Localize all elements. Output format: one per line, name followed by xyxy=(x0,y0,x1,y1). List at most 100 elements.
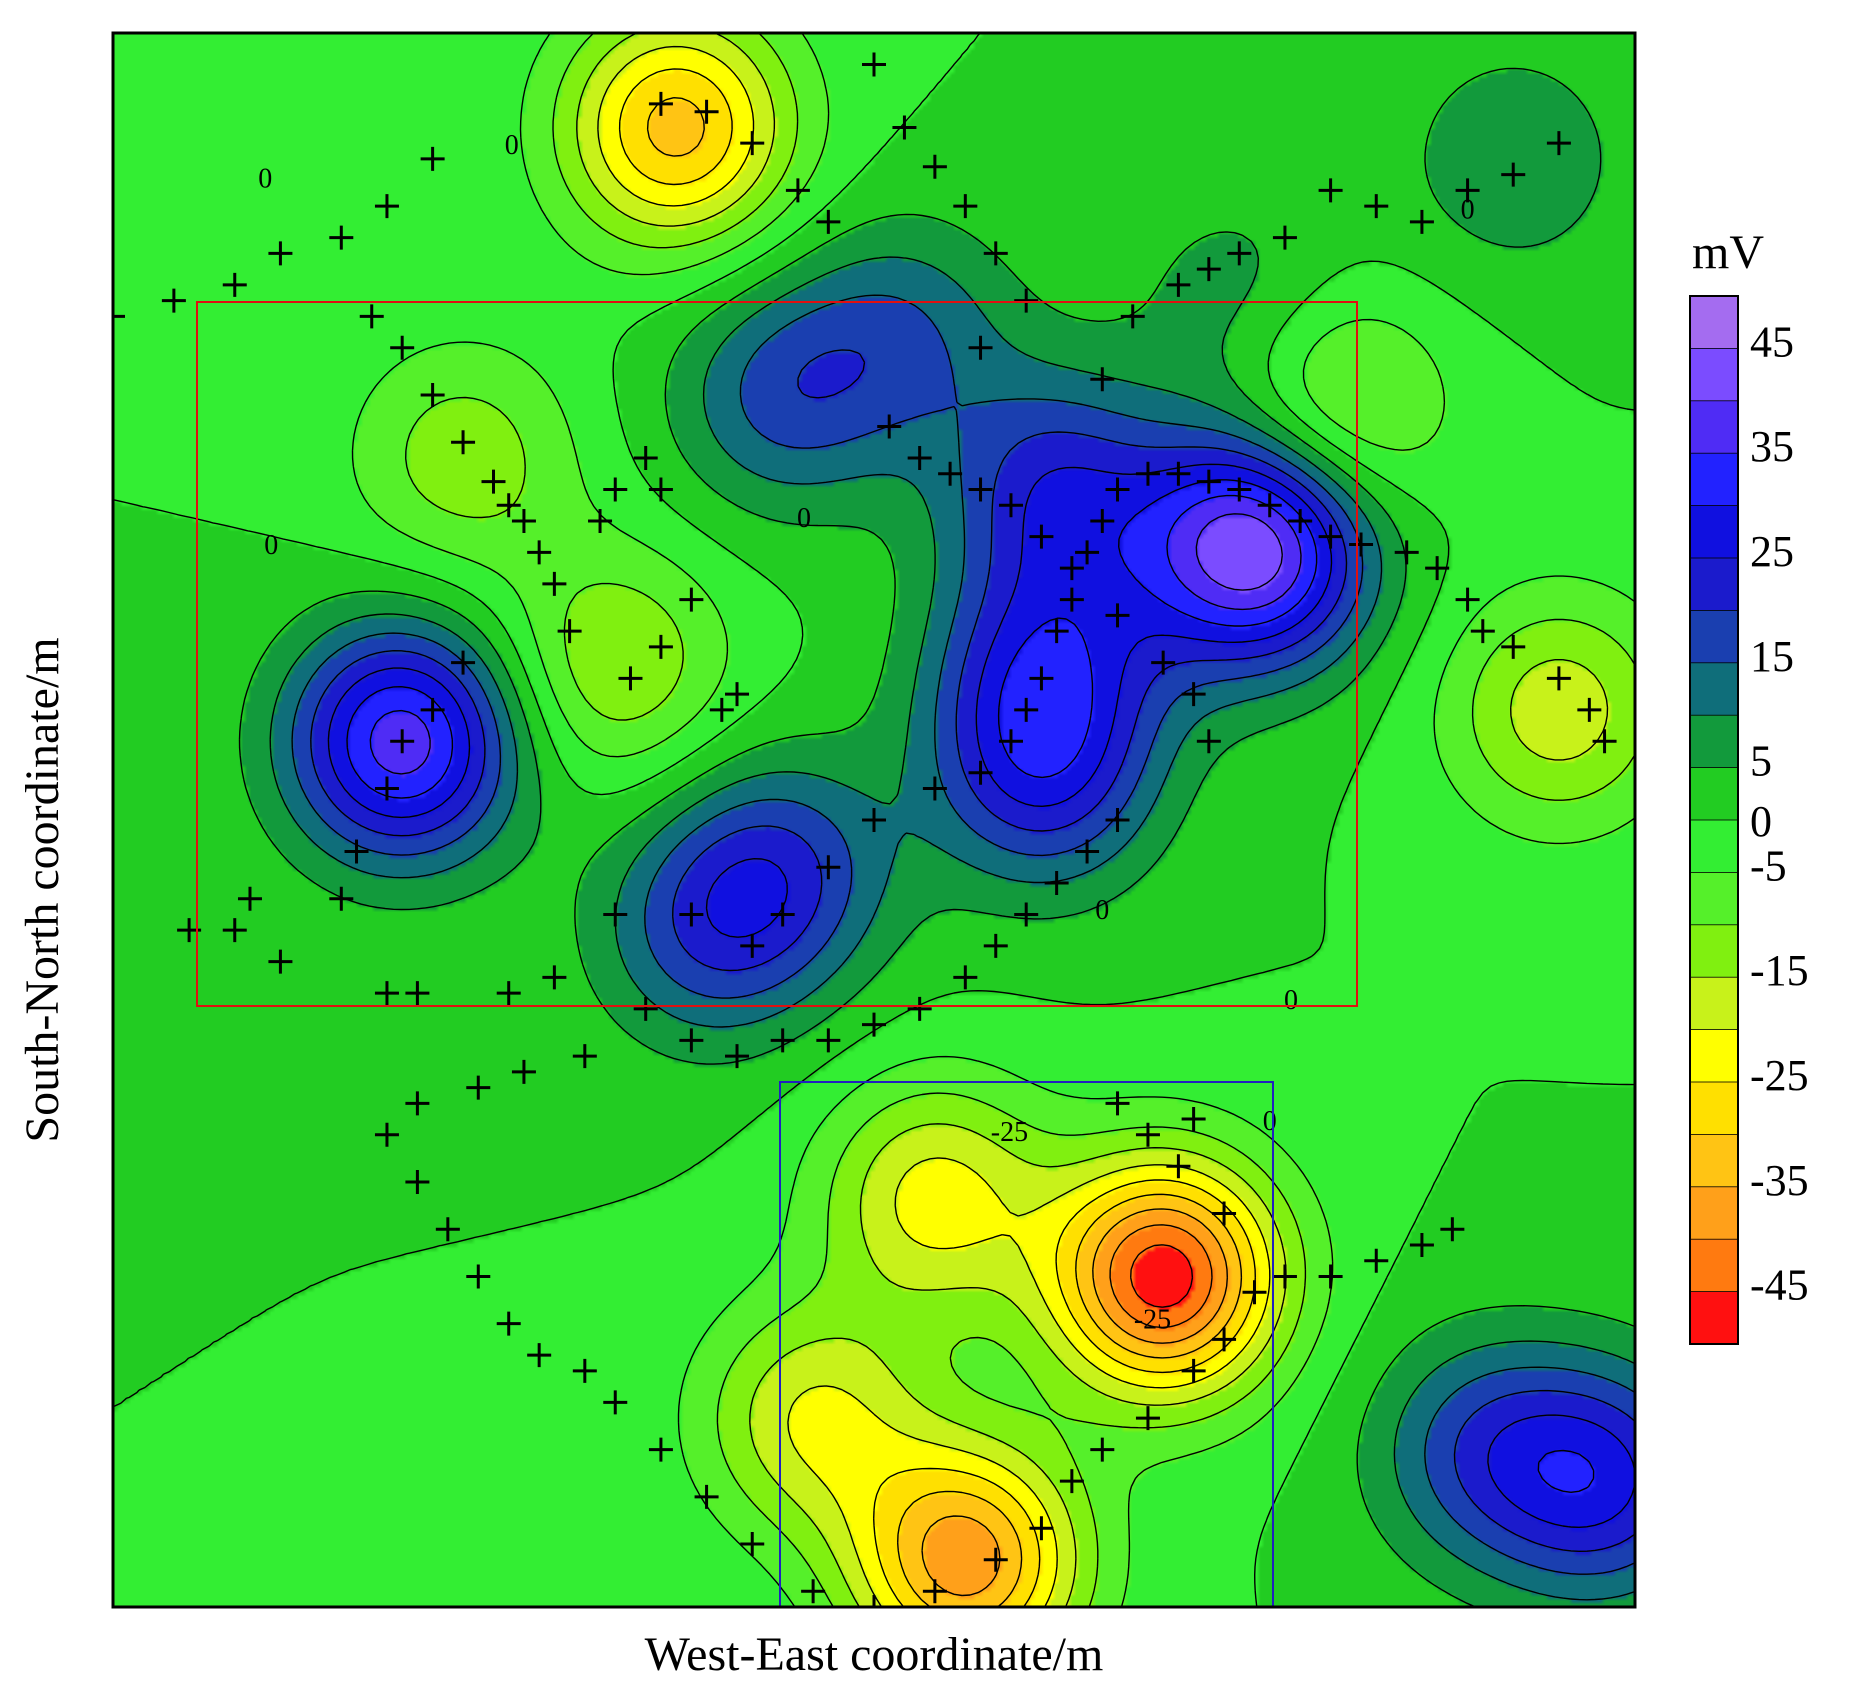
survey-point-marker xyxy=(1212,1201,1237,1226)
survey-point-marker xyxy=(953,194,978,219)
survey-point-marker xyxy=(1272,225,1297,250)
survey-point-marker xyxy=(161,288,186,313)
survey-point-marker xyxy=(1409,1232,1434,1257)
colorbar-cells xyxy=(1689,295,1739,1345)
survey-point-marker xyxy=(496,493,521,518)
survey-point-marker xyxy=(709,697,734,722)
survey-point-marker xyxy=(618,666,643,691)
survey-point-marker xyxy=(1075,540,1100,565)
survey-point-marker xyxy=(1135,461,1160,486)
contour-value-label: 0 xyxy=(258,163,272,194)
colorbar-cell xyxy=(1689,452,1739,507)
colorbar-cell xyxy=(1689,295,1739,350)
contour-line xyxy=(618,68,1256,1607)
survey-point-marker xyxy=(405,981,430,1006)
colorbar-cell xyxy=(1689,819,1739,874)
colorbar-cell xyxy=(1689,662,1739,717)
contour-line xyxy=(327,463,1635,1528)
survey-point-marker xyxy=(968,477,993,502)
colorbar-tick-label: -25 xyxy=(1750,1051,1809,1100)
survey-point-marker xyxy=(1029,666,1054,691)
survey-point-marker xyxy=(496,981,521,1006)
survey-point-marker xyxy=(922,776,947,801)
contour-line xyxy=(405,33,1635,1607)
contour-line xyxy=(238,67,1635,1607)
survey-point-marker xyxy=(603,1390,628,1415)
contour-line xyxy=(1130,1244,1194,1308)
survey-point-marker xyxy=(1059,1469,1084,1494)
survey-point-marker xyxy=(1227,241,1252,266)
survey-point-marker xyxy=(1166,461,1191,486)
colorbar-cell xyxy=(1689,714,1739,769)
colorbar-cell xyxy=(1689,924,1739,979)
survey-point-marker xyxy=(1090,508,1115,533)
survey-point-marker xyxy=(725,682,750,707)
contour-value-label: 0 xyxy=(505,130,519,161)
survey-point-marker xyxy=(390,729,415,754)
survey-point-marker xyxy=(1181,1358,1206,1383)
survey-point-marker xyxy=(572,1358,597,1383)
survey-point-marker xyxy=(679,1028,704,1053)
survey-point-marker xyxy=(633,445,658,470)
colorbar-cell xyxy=(1689,610,1739,664)
survey-point-marker xyxy=(892,115,917,140)
colorbar-tick-label: 0 xyxy=(1750,797,1772,846)
survey-point-marker xyxy=(1196,469,1221,494)
colorbar-cell xyxy=(1689,400,1739,455)
colorbar-frame xyxy=(1689,295,1739,1345)
contour-line xyxy=(576,33,1609,1607)
survey-point-marker xyxy=(694,1484,719,1509)
survey-point-marker xyxy=(1075,839,1100,864)
survey-point-marker xyxy=(451,430,476,455)
survey-point-marker xyxy=(679,902,704,927)
survey-point-marker xyxy=(1501,634,1526,659)
survey-point-marker xyxy=(725,1044,750,1069)
survey-point-marker xyxy=(1059,587,1084,612)
survey-point-marker xyxy=(1166,1154,1191,1179)
contour-line xyxy=(1109,1224,1213,1329)
survey-point-marker xyxy=(1090,1437,1115,1462)
survey-point-marker xyxy=(374,981,399,1006)
survey-point-marker xyxy=(1151,650,1176,675)
survey-point-marker xyxy=(1227,477,1252,502)
colorbar-tick-label: -15 xyxy=(1750,946,1809,995)
survey-point-marker xyxy=(1364,1248,1389,1273)
contour-line xyxy=(291,294,1635,1575)
contour-value-label: 0 xyxy=(1095,895,1109,926)
survey-point-marker xyxy=(374,1122,399,1147)
survey-point-marker xyxy=(329,225,354,250)
survey-point-marker xyxy=(405,1091,430,1116)
survey-point-marker xyxy=(785,178,810,203)
survey-point-marker xyxy=(648,1437,673,1462)
contour-line xyxy=(113,33,1635,1607)
survey-point-marker xyxy=(527,540,552,565)
survey-point-marker xyxy=(1212,1327,1237,1352)
survey-point-marker xyxy=(1135,1122,1160,1147)
contour-lines xyxy=(113,33,1635,1607)
survey-point-marker xyxy=(1455,178,1480,203)
survey-point-marker xyxy=(1135,1406,1160,1431)
survey-point-marker xyxy=(816,1028,841,1053)
colorbar-cell xyxy=(1689,557,1739,612)
survey-point-marker xyxy=(1014,288,1039,313)
colorbar-cell xyxy=(1689,767,1739,821)
survey-point-marker xyxy=(862,52,886,77)
survey-point-marker xyxy=(113,304,125,329)
survey-point-marker xyxy=(770,1028,795,1053)
survey-point-marker xyxy=(1546,666,1571,691)
survey-point-marker xyxy=(998,729,1023,754)
contour-value-label: 0 xyxy=(797,503,811,534)
survey-point-marker xyxy=(968,335,993,360)
survey-point-marker xyxy=(1349,532,1374,557)
plot-frame xyxy=(111,31,1637,1609)
colorbar-cell xyxy=(1689,1291,1739,1345)
survey-point-marker xyxy=(1090,367,1115,392)
survey-point-marker xyxy=(374,194,399,219)
survey-point-marker xyxy=(998,493,1023,518)
survey-point-marker xyxy=(1318,524,1343,549)
colorbar-cell xyxy=(1689,872,1739,926)
survey-point-marker xyxy=(770,902,795,927)
survey-point-marker xyxy=(1425,556,1450,581)
survey-points xyxy=(113,52,1617,1607)
